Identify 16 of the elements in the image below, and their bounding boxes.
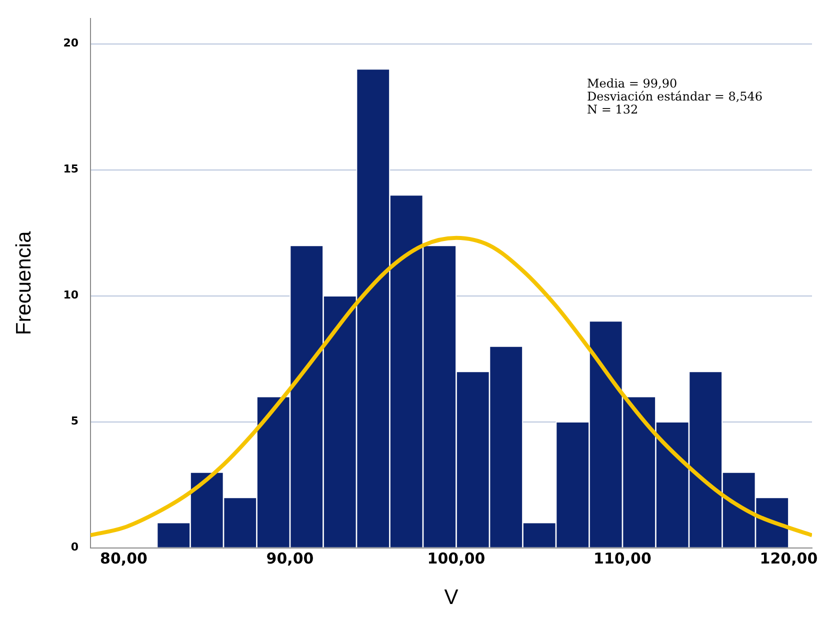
annotation: Media = 99,90 — [587, 76, 678, 91]
x-tick-label: 110,00 — [594, 550, 652, 568]
annotation: N = 132 — [587, 102, 638, 117]
x-axis-title: V — [444, 586, 458, 610]
x-tick-label: 120,00 — [760, 550, 818, 568]
annotation: Desviación estándar = 8,546 — [587, 90, 763, 104]
y-tick-label: 5 — [70, 414, 79, 428]
x-tick-label: 90,00 — [266, 550, 314, 568]
x-tick-label: 100,00 — [427, 550, 486, 568]
y-tick-label: 15 — [63, 162, 79, 176]
y-tick-label: 0 — [70, 540, 79, 554]
y-tick-label: 10 — [63, 288, 79, 302]
x-tick-label: 80,00 — [100, 550, 148, 568]
line-series — [90, 236, 812, 538]
y-axis-title: Frecuencia — [12, 230, 36, 336]
y-tick-label: 20 — [63, 36, 79, 50]
